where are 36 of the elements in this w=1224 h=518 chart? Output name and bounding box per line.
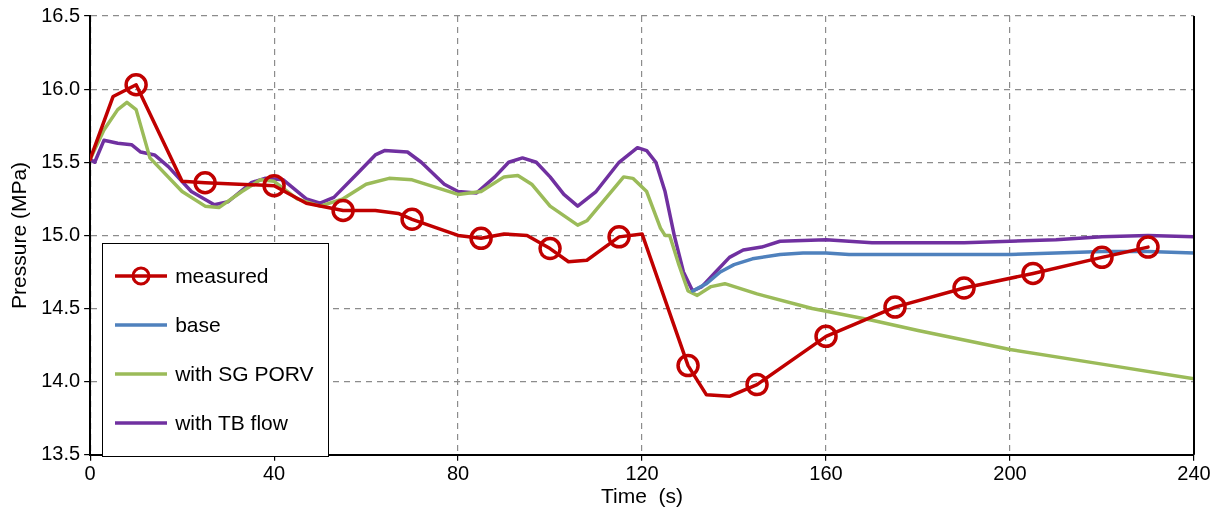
legend-label: with TB flow xyxy=(175,411,288,436)
x-tick-label: 160 xyxy=(809,462,843,485)
point xyxy=(676,353,700,378)
x-tick-label: 240 xyxy=(1177,462,1211,485)
y-tick-label: 16.0 xyxy=(41,76,81,99)
point xyxy=(814,324,838,349)
point xyxy=(469,226,493,251)
y-axis-title: Pressure (MPa) xyxy=(7,161,31,309)
x-tick-label: 0 xyxy=(84,462,96,485)
y-tick-label: 14.0 xyxy=(41,369,81,392)
point xyxy=(1090,245,1114,270)
y-tick-label: 15.0 xyxy=(41,222,81,245)
legend-label: measured xyxy=(175,264,269,289)
point xyxy=(124,73,148,97)
y-tick-label: 15.5 xyxy=(41,149,81,172)
x-tick-label: 80 xyxy=(446,462,470,485)
x-tick-label: 40 xyxy=(262,462,286,485)
y-tick-label: 14.5 xyxy=(41,296,81,319)
point xyxy=(952,276,976,300)
point xyxy=(1136,235,1160,259)
point xyxy=(538,236,562,261)
legend-label: base xyxy=(175,313,221,338)
point xyxy=(1021,261,1045,286)
x-tick-label: 120 xyxy=(625,462,659,485)
y-tick-label: 16.5 xyxy=(41,3,81,26)
x-axis-title: Time (s) xyxy=(601,484,684,508)
legend-label: with SG PORV xyxy=(175,362,314,387)
x-tick-label: 200 xyxy=(993,462,1027,485)
point xyxy=(331,198,355,223)
point xyxy=(400,207,424,232)
y-tick-label: 13.5 xyxy=(41,442,81,465)
point xyxy=(262,173,286,198)
point xyxy=(193,170,217,195)
point xyxy=(745,372,769,397)
point xyxy=(883,295,907,319)
point xyxy=(607,225,631,249)
